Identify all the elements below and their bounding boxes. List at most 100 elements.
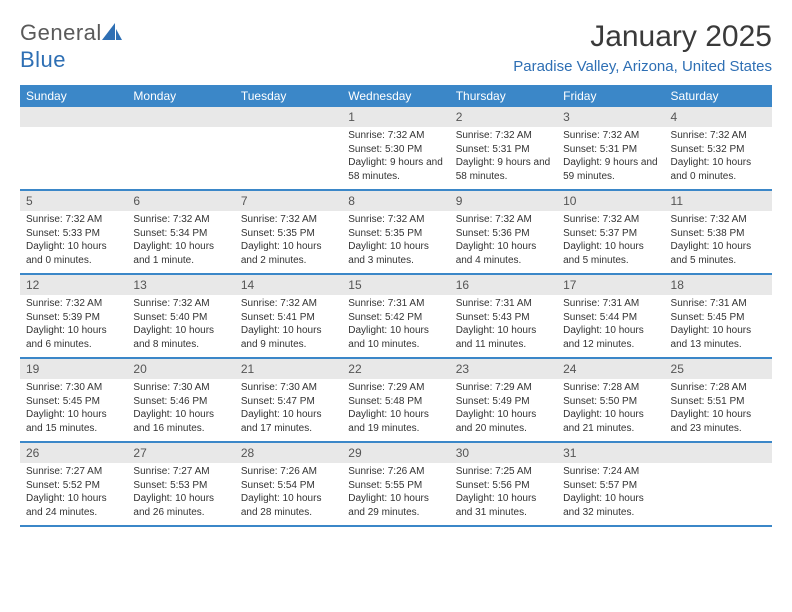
sunset-text: Sunset: 5:42 PM — [348, 311, 443, 325]
sunrise-text: Sunrise: 7:24 AM — [563, 465, 658, 479]
sunrise-text: Sunrise: 7:30 AM — [241, 381, 336, 395]
day-cell: 22Sunrise: 7:29 AMSunset: 5:48 PMDayligh… — [342, 359, 449, 441]
calendar-page: GeneralBlue January 2025 Paradise Valley… — [0, 0, 792, 539]
sunset-text: Sunset: 5:54 PM — [241, 479, 336, 493]
sunrise-text: Sunrise: 7:26 AM — [348, 465, 443, 479]
daylight-text: Daylight: 10 hours and 3 minutes. — [348, 240, 443, 267]
day-body: Sunrise: 7:26 AMSunset: 5:55 PMDaylight:… — [342, 463, 449, 523]
day-number: 6 — [127, 191, 234, 211]
day-body — [127, 127, 234, 187]
day-cell: 27Sunrise: 7:27 AMSunset: 5:53 PMDayligh… — [127, 443, 234, 525]
daylight-text: Daylight: 10 hours and 9 minutes. — [241, 324, 336, 351]
sunset-text: Sunset: 5:48 PM — [348, 395, 443, 409]
sunrise-text: Sunrise: 7:32 AM — [456, 129, 551, 143]
day-cell: 1Sunrise: 7:32 AMSunset: 5:30 PMDaylight… — [342, 107, 449, 189]
week-row: 19Sunrise: 7:30 AMSunset: 5:45 PMDayligh… — [20, 359, 772, 443]
day-cell-empty — [235, 107, 342, 189]
day-number: 15 — [342, 275, 449, 295]
weekday-header: Thursday — [450, 85, 557, 107]
daylight-text: Daylight: 10 hours and 0 minutes. — [26, 240, 121, 267]
weekday-header: Wednesday — [342, 85, 449, 107]
day-cell: 25Sunrise: 7:28 AMSunset: 5:51 PMDayligh… — [665, 359, 772, 441]
sunrise-text: Sunrise: 7:28 AM — [563, 381, 658, 395]
daylight-text: Daylight: 10 hours and 6 minutes. — [26, 324, 121, 351]
day-cell: 7Sunrise: 7:32 AMSunset: 5:35 PMDaylight… — [235, 191, 342, 273]
day-number: 17 — [557, 275, 664, 295]
day-body: Sunrise: 7:31 AMSunset: 5:43 PMDaylight:… — [450, 295, 557, 355]
day-body: Sunrise: 7:29 AMSunset: 5:48 PMDaylight:… — [342, 379, 449, 439]
day-number: 1 — [342, 107, 449, 127]
day-body: Sunrise: 7:32 AMSunset: 5:31 PMDaylight:… — [450, 127, 557, 187]
daylight-text: Daylight: 10 hours and 32 minutes. — [563, 492, 658, 519]
sunset-text: Sunset: 5:35 PM — [241, 227, 336, 241]
sunrise-text: Sunrise: 7:32 AM — [241, 213, 336, 227]
daylight-text: Daylight: 10 hours and 21 minutes. — [563, 408, 658, 435]
sunrise-text: Sunrise: 7:32 AM — [348, 129, 443, 143]
day-body: Sunrise: 7:30 AMSunset: 5:45 PMDaylight:… — [20, 379, 127, 439]
daylight-text: Daylight: 10 hours and 16 minutes. — [133, 408, 228, 435]
day-body: Sunrise: 7:32 AMSunset: 5:31 PMDaylight:… — [557, 127, 664, 187]
sunrise-text: Sunrise: 7:25 AM — [456, 465, 551, 479]
week-row: 1Sunrise: 7:32 AMSunset: 5:30 PMDaylight… — [20, 107, 772, 191]
day-cell: 15Sunrise: 7:31 AMSunset: 5:42 PMDayligh… — [342, 275, 449, 357]
sunset-text: Sunset: 5:46 PM — [133, 395, 228, 409]
daylight-text: Daylight: 10 hours and 8 minutes. — [133, 324, 228, 351]
sunset-text: Sunset: 5:57 PM — [563, 479, 658, 493]
sunrise-text: Sunrise: 7:31 AM — [671, 297, 766, 311]
daylight-text: Daylight: 10 hours and 4 minutes. — [456, 240, 551, 267]
day-cell-empty — [20, 107, 127, 189]
day-cell: 19Sunrise: 7:30 AMSunset: 5:45 PMDayligh… — [20, 359, 127, 441]
sunrise-text: Sunrise: 7:30 AM — [26, 381, 121, 395]
sunset-text: Sunset: 5:35 PM — [348, 227, 443, 241]
sunset-text: Sunset: 5:45 PM — [26, 395, 121, 409]
sunrise-text: Sunrise: 7:32 AM — [241, 297, 336, 311]
day-number: 28 — [235, 443, 342, 463]
sunrise-text: Sunrise: 7:31 AM — [348, 297, 443, 311]
sunset-text: Sunset: 5:30 PM — [348, 143, 443, 157]
daylight-text: Daylight: 10 hours and 24 minutes. — [26, 492, 121, 519]
day-number: 14 — [235, 275, 342, 295]
day-number: 11 — [665, 191, 772, 211]
day-number: 7 — [235, 191, 342, 211]
day-body: Sunrise: 7:31 AMSunset: 5:44 PMDaylight:… — [557, 295, 664, 355]
day-number: 16 — [450, 275, 557, 295]
daylight-text: Daylight: 10 hours and 26 minutes. — [133, 492, 228, 519]
day-body: Sunrise: 7:32 AMSunset: 5:35 PMDaylight:… — [235, 211, 342, 271]
sunrise-text: Sunrise: 7:27 AM — [26, 465, 121, 479]
daylight-text: Daylight: 10 hours and 5 minutes. — [671, 240, 766, 267]
day-body: Sunrise: 7:32 AMSunset: 5:35 PMDaylight:… — [342, 211, 449, 271]
day-cell: 14Sunrise: 7:32 AMSunset: 5:41 PMDayligh… — [235, 275, 342, 357]
sunrise-text: Sunrise: 7:31 AM — [456, 297, 551, 311]
sunrise-text: Sunrise: 7:32 AM — [563, 129, 658, 143]
day-body: Sunrise: 7:32 AMSunset: 5:40 PMDaylight:… — [127, 295, 234, 355]
day-body: Sunrise: 7:27 AMSunset: 5:53 PMDaylight:… — [127, 463, 234, 523]
day-cell: 11Sunrise: 7:32 AMSunset: 5:38 PMDayligh… — [665, 191, 772, 273]
day-body: Sunrise: 7:25 AMSunset: 5:56 PMDaylight:… — [450, 463, 557, 523]
day-number: 9 — [450, 191, 557, 211]
day-cell: 4Sunrise: 7:32 AMSunset: 5:32 PMDaylight… — [665, 107, 772, 189]
day-cell: 13Sunrise: 7:32 AMSunset: 5:40 PMDayligh… — [127, 275, 234, 357]
sunset-text: Sunset: 5:31 PM — [456, 143, 551, 157]
day-body — [665, 463, 772, 523]
day-body: Sunrise: 7:32 AMSunset: 5:34 PMDaylight:… — [127, 211, 234, 271]
day-number: 2 — [450, 107, 557, 127]
daylight-text: Daylight: 10 hours and 2 minutes. — [241, 240, 336, 267]
day-number: 23 — [450, 359, 557, 379]
day-body: Sunrise: 7:26 AMSunset: 5:54 PMDaylight:… — [235, 463, 342, 523]
sunrise-text: Sunrise: 7:26 AM — [241, 465, 336, 479]
daylight-text: Daylight: 10 hours and 15 minutes. — [26, 408, 121, 435]
month-title: January 2025 — [513, 20, 772, 54]
sunset-text: Sunset: 5:43 PM — [456, 311, 551, 325]
day-number: 8 — [342, 191, 449, 211]
sunset-text: Sunset: 5:45 PM — [671, 311, 766, 325]
week-row: 26Sunrise: 7:27 AMSunset: 5:52 PMDayligh… — [20, 443, 772, 527]
daylight-text: Daylight: 10 hours and 20 minutes. — [456, 408, 551, 435]
day-number — [127, 107, 234, 127]
daylight-text: Daylight: 10 hours and 17 minutes. — [241, 408, 336, 435]
day-number: 18 — [665, 275, 772, 295]
day-number: 13 — [127, 275, 234, 295]
day-body: Sunrise: 7:31 AMSunset: 5:42 PMDaylight:… — [342, 295, 449, 355]
sunrise-text: Sunrise: 7:29 AM — [348, 381, 443, 395]
day-body: Sunrise: 7:32 AMSunset: 5:38 PMDaylight:… — [665, 211, 772, 271]
sunset-text: Sunset: 5:37 PM — [563, 227, 658, 241]
